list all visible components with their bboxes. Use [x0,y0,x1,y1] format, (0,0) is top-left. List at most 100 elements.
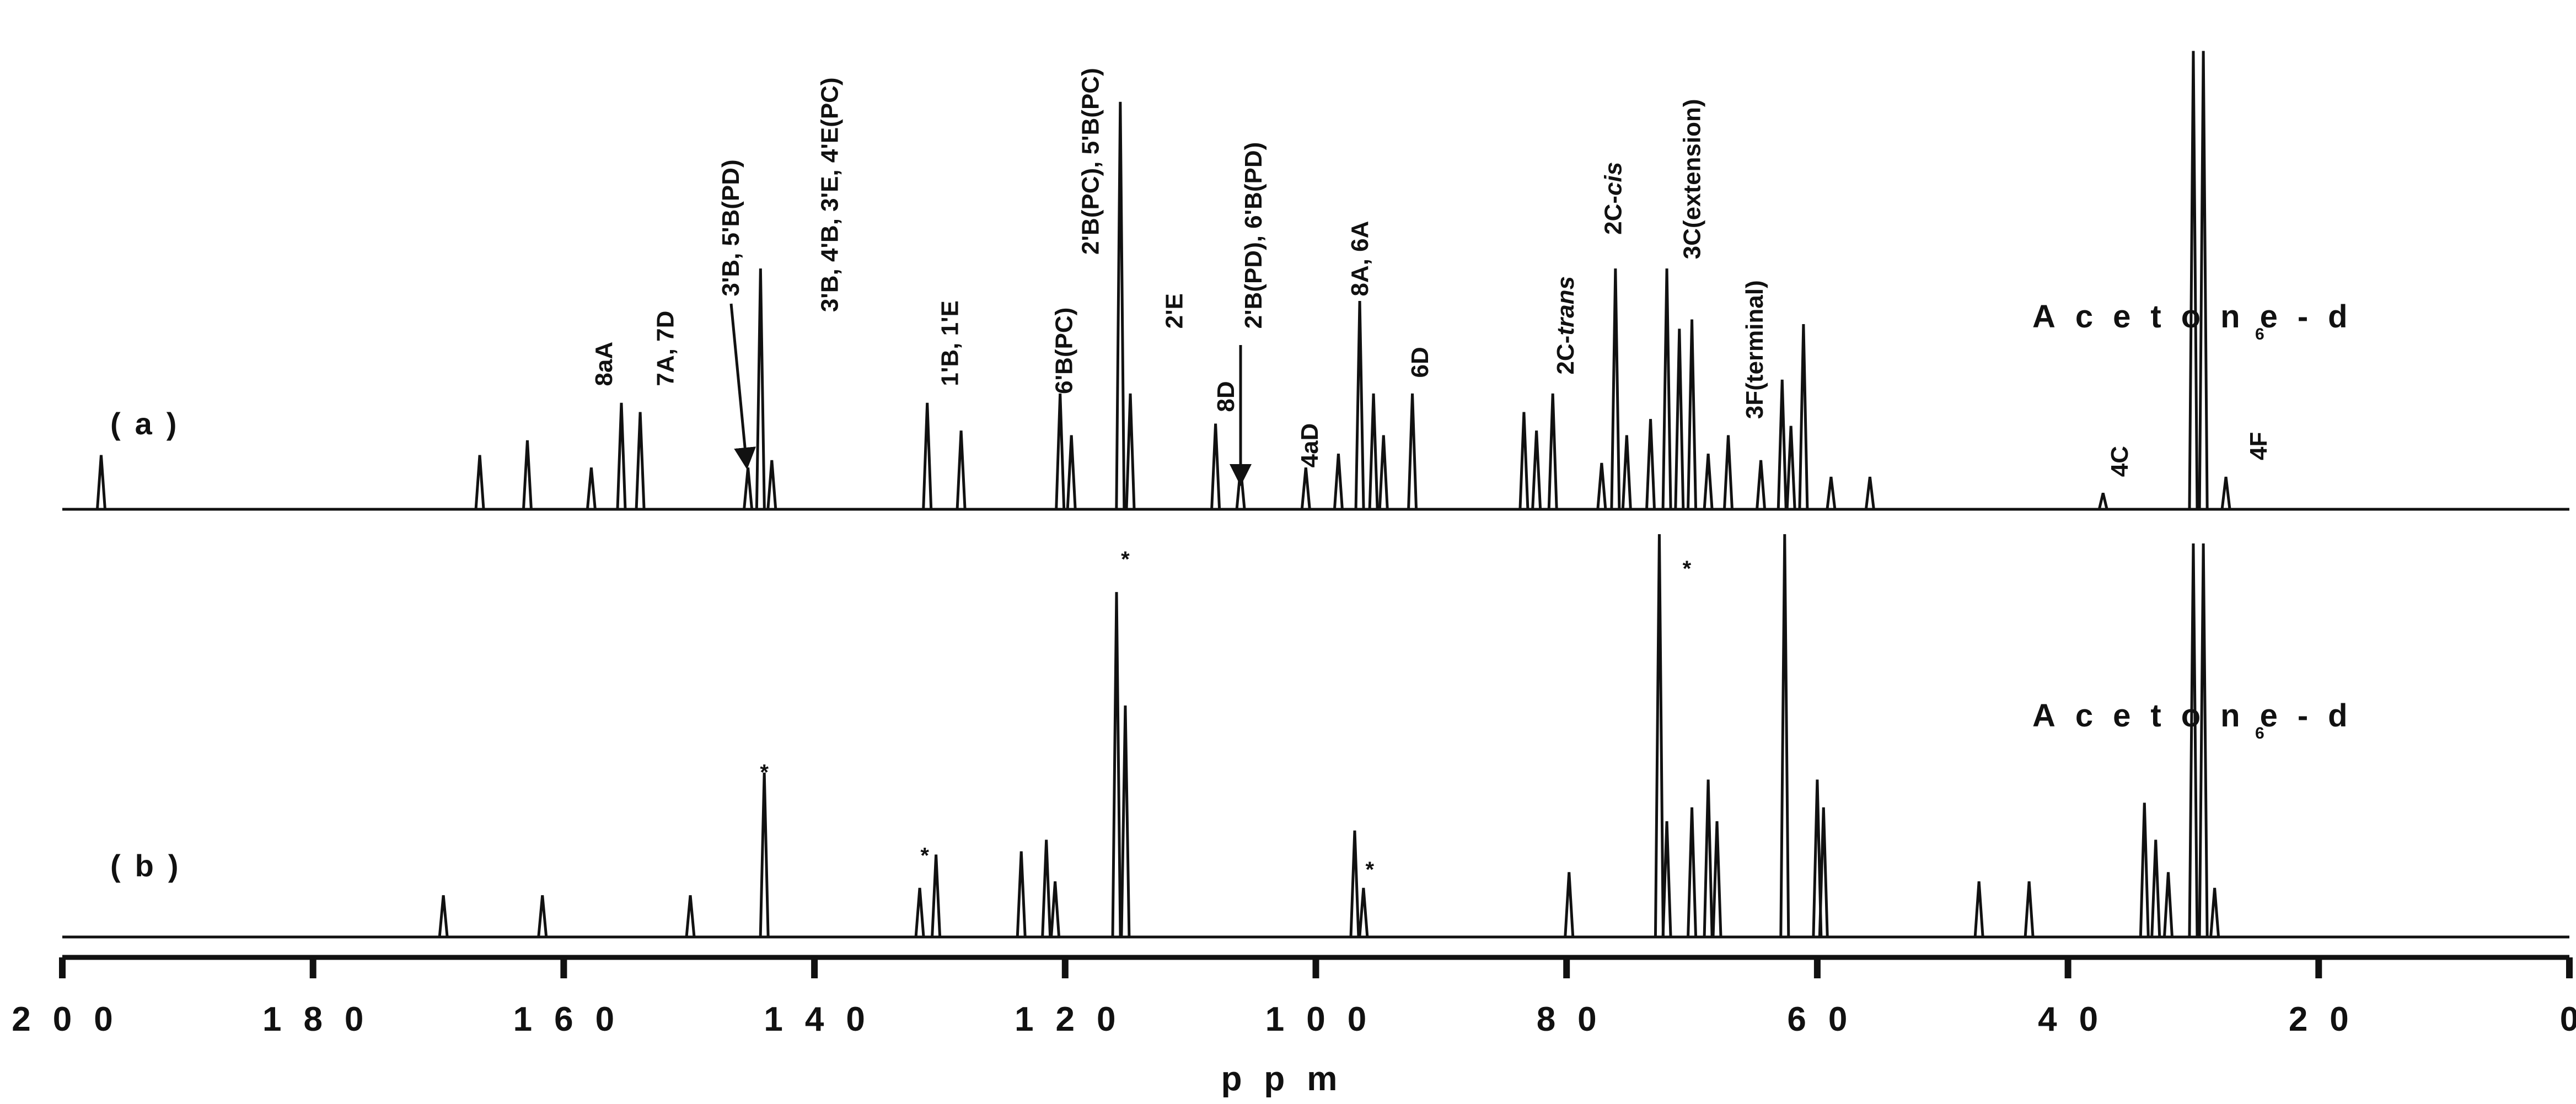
asterisk: * [1365,858,1374,882]
peak-label: 3C(extension) [1679,99,1706,259]
asterisk: * [920,844,929,868]
peak-label-text: 4aD [1296,423,1323,468]
peak-label-text: 3F(terminal) [1741,280,1768,419]
peak-label-text: 2'B(PC), 5'B(PC) [1077,68,1104,255]
peak-label-text: 8A, 6A [1346,221,1373,297]
peak [2188,51,2199,510]
peak-label: 2'E [1161,293,1188,328]
arrow [729,303,756,470]
peak [1661,821,1672,938]
x-tick-label: 100 [1265,1000,1388,1038]
solvent-label: Acetone-d [2032,698,2368,734]
peak-label: 6D [1407,347,1434,378]
peak [1300,467,1311,510]
peak [2139,803,2150,938]
peak-label-text: 3C(extension) [1679,99,1706,259]
peak [616,402,627,510]
peak [1531,430,1542,510]
peak [1518,412,1530,510]
peak [1818,807,1829,938]
peak-label: 4F [2245,432,2272,460]
peak-label-text: 3'B, 4'B, 3'E, 4'E(PC) [816,77,843,312]
solvent-name: Acetone-d [2032,299,2368,335]
peak [759,772,770,938]
peak-label: 4C [2106,446,2133,477]
peak [1596,462,1607,510]
peak [2150,839,2161,938]
peak [743,467,754,510]
peak [2198,51,2209,510]
x-tick-label: 140 [764,1000,887,1038]
peak-label: 8D [1212,381,1239,412]
peak [1050,881,1061,938]
peak [1125,393,1136,510]
x-tick [2566,957,2573,978]
x-tick-label: 180 [262,1000,385,1038]
peak [922,402,933,510]
peak [1812,779,1823,938]
peak [1779,534,1790,938]
peak-label-text: 2'E [1161,293,1188,328]
peak [474,455,485,510]
peak-label: 2C-trans [1552,276,1579,375]
peak [1358,887,1369,938]
solvent-subscript: 6 [2255,325,2264,343]
peak-label-text: 7A, 7D [652,311,679,386]
peak-label: 1'B, 1'E [937,300,964,386]
peak-label: 7A, 7D [652,311,679,386]
panel-label: (b) [110,848,193,883]
peak-label-text: 3'B, 5'B(PD) [717,159,744,296]
peak [537,895,548,938]
peak [438,895,449,938]
peak [1354,300,1365,510]
peak [1703,779,1714,938]
peak [1349,830,1360,938]
peak [1547,393,1558,510]
peak-label-text: 2'B(PD), 6'B(PD) [1240,142,1267,329]
peak [1564,872,1575,938]
peak [1711,821,1722,938]
peak-label: 3'B, 4'B, 3'E, 4'E(PC) [816,77,843,312]
peak [1785,426,1796,510]
x-tick [309,957,316,978]
peak-label-text: 2C- [1600,196,1627,235]
peak-label-text: 1'B, 1'E [937,300,964,386]
peak [1368,393,1379,510]
x-tick-label: 160 [513,1000,636,1038]
x-tick-label: 20 [2289,1000,2371,1038]
peak [1120,705,1131,938]
x-tick-label: 120 [1015,1000,1137,1038]
peak [1864,476,1875,510]
peak [766,460,777,510]
asterisk: * [760,760,769,784]
peak [1066,435,1077,510]
solvent-subscript: 6 [2255,724,2264,742]
peak-label-text: 6'B(PC) [1051,308,1078,394]
peak [755,268,766,510]
x-tick-label: 80 [1537,1000,1619,1038]
peak [1687,807,1698,938]
peak [1973,881,1984,938]
solvent-name: Acetone-d [2032,698,2368,734]
peak [635,412,646,510]
peak [1687,319,1698,510]
peak [1115,101,1126,510]
peak [2097,493,2108,510]
peak [1645,419,1656,510]
peak-label-text: 4C [2106,446,2133,477]
peak [1016,851,1027,938]
peak [2220,476,2231,510]
peak [1722,435,1734,510]
x-tick [1061,957,1069,978]
peak [2198,543,2209,938]
peak [1798,324,1809,510]
peak-label: 8aA [591,342,618,386]
peak-label: 3'B, 5'B(PD) [717,159,744,296]
peak-label: 2'B(PD), 6'B(PD) [1240,142,1267,329]
peak-label: 2C-cis [1600,162,1627,235]
peak [586,467,597,510]
peak [914,887,925,938]
peak [1041,839,1052,938]
x-tick [2064,957,2071,978]
